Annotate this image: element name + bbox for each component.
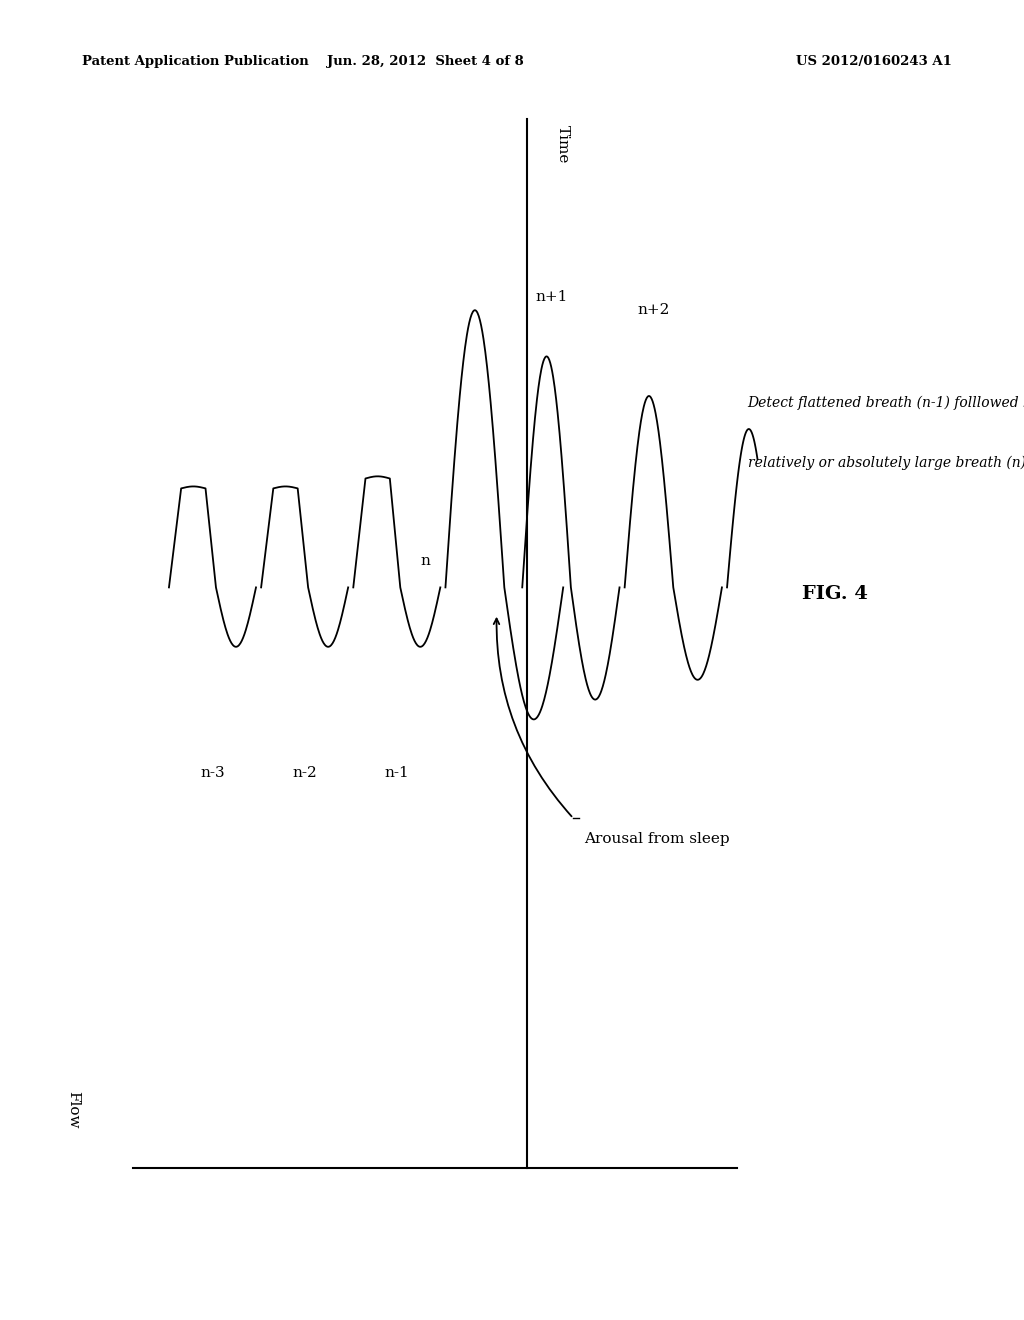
Text: n: n: [420, 554, 430, 568]
Text: n+1: n+1: [536, 289, 567, 304]
Text: Patent Application Publication: Patent Application Publication: [82, 55, 308, 69]
Text: n-3: n-3: [200, 766, 225, 780]
Text: Jun. 28, 2012  Sheet 4 of 8: Jun. 28, 2012 Sheet 4 of 8: [327, 55, 523, 69]
Text: Detect flattened breath (n-1) folllowed by: Detect flattened breath (n-1) folllowed …: [748, 396, 1024, 411]
Text: Time: Time: [556, 125, 570, 164]
Text: n-1: n-1: [384, 766, 410, 780]
Text: n+2: n+2: [638, 302, 670, 317]
Text: Flow: Flow: [67, 1092, 81, 1129]
Text: Arousal from sleep: Arousal from sleep: [584, 832, 729, 846]
Text: FIG. 4: FIG. 4: [802, 585, 867, 603]
Text: US 2012/0160243 A1: US 2012/0160243 A1: [797, 55, 952, 69]
Text: relatively or absolutely large breath (n): relatively or absolutely large breath (n…: [748, 455, 1024, 470]
Text: n-2: n-2: [292, 766, 317, 780]
